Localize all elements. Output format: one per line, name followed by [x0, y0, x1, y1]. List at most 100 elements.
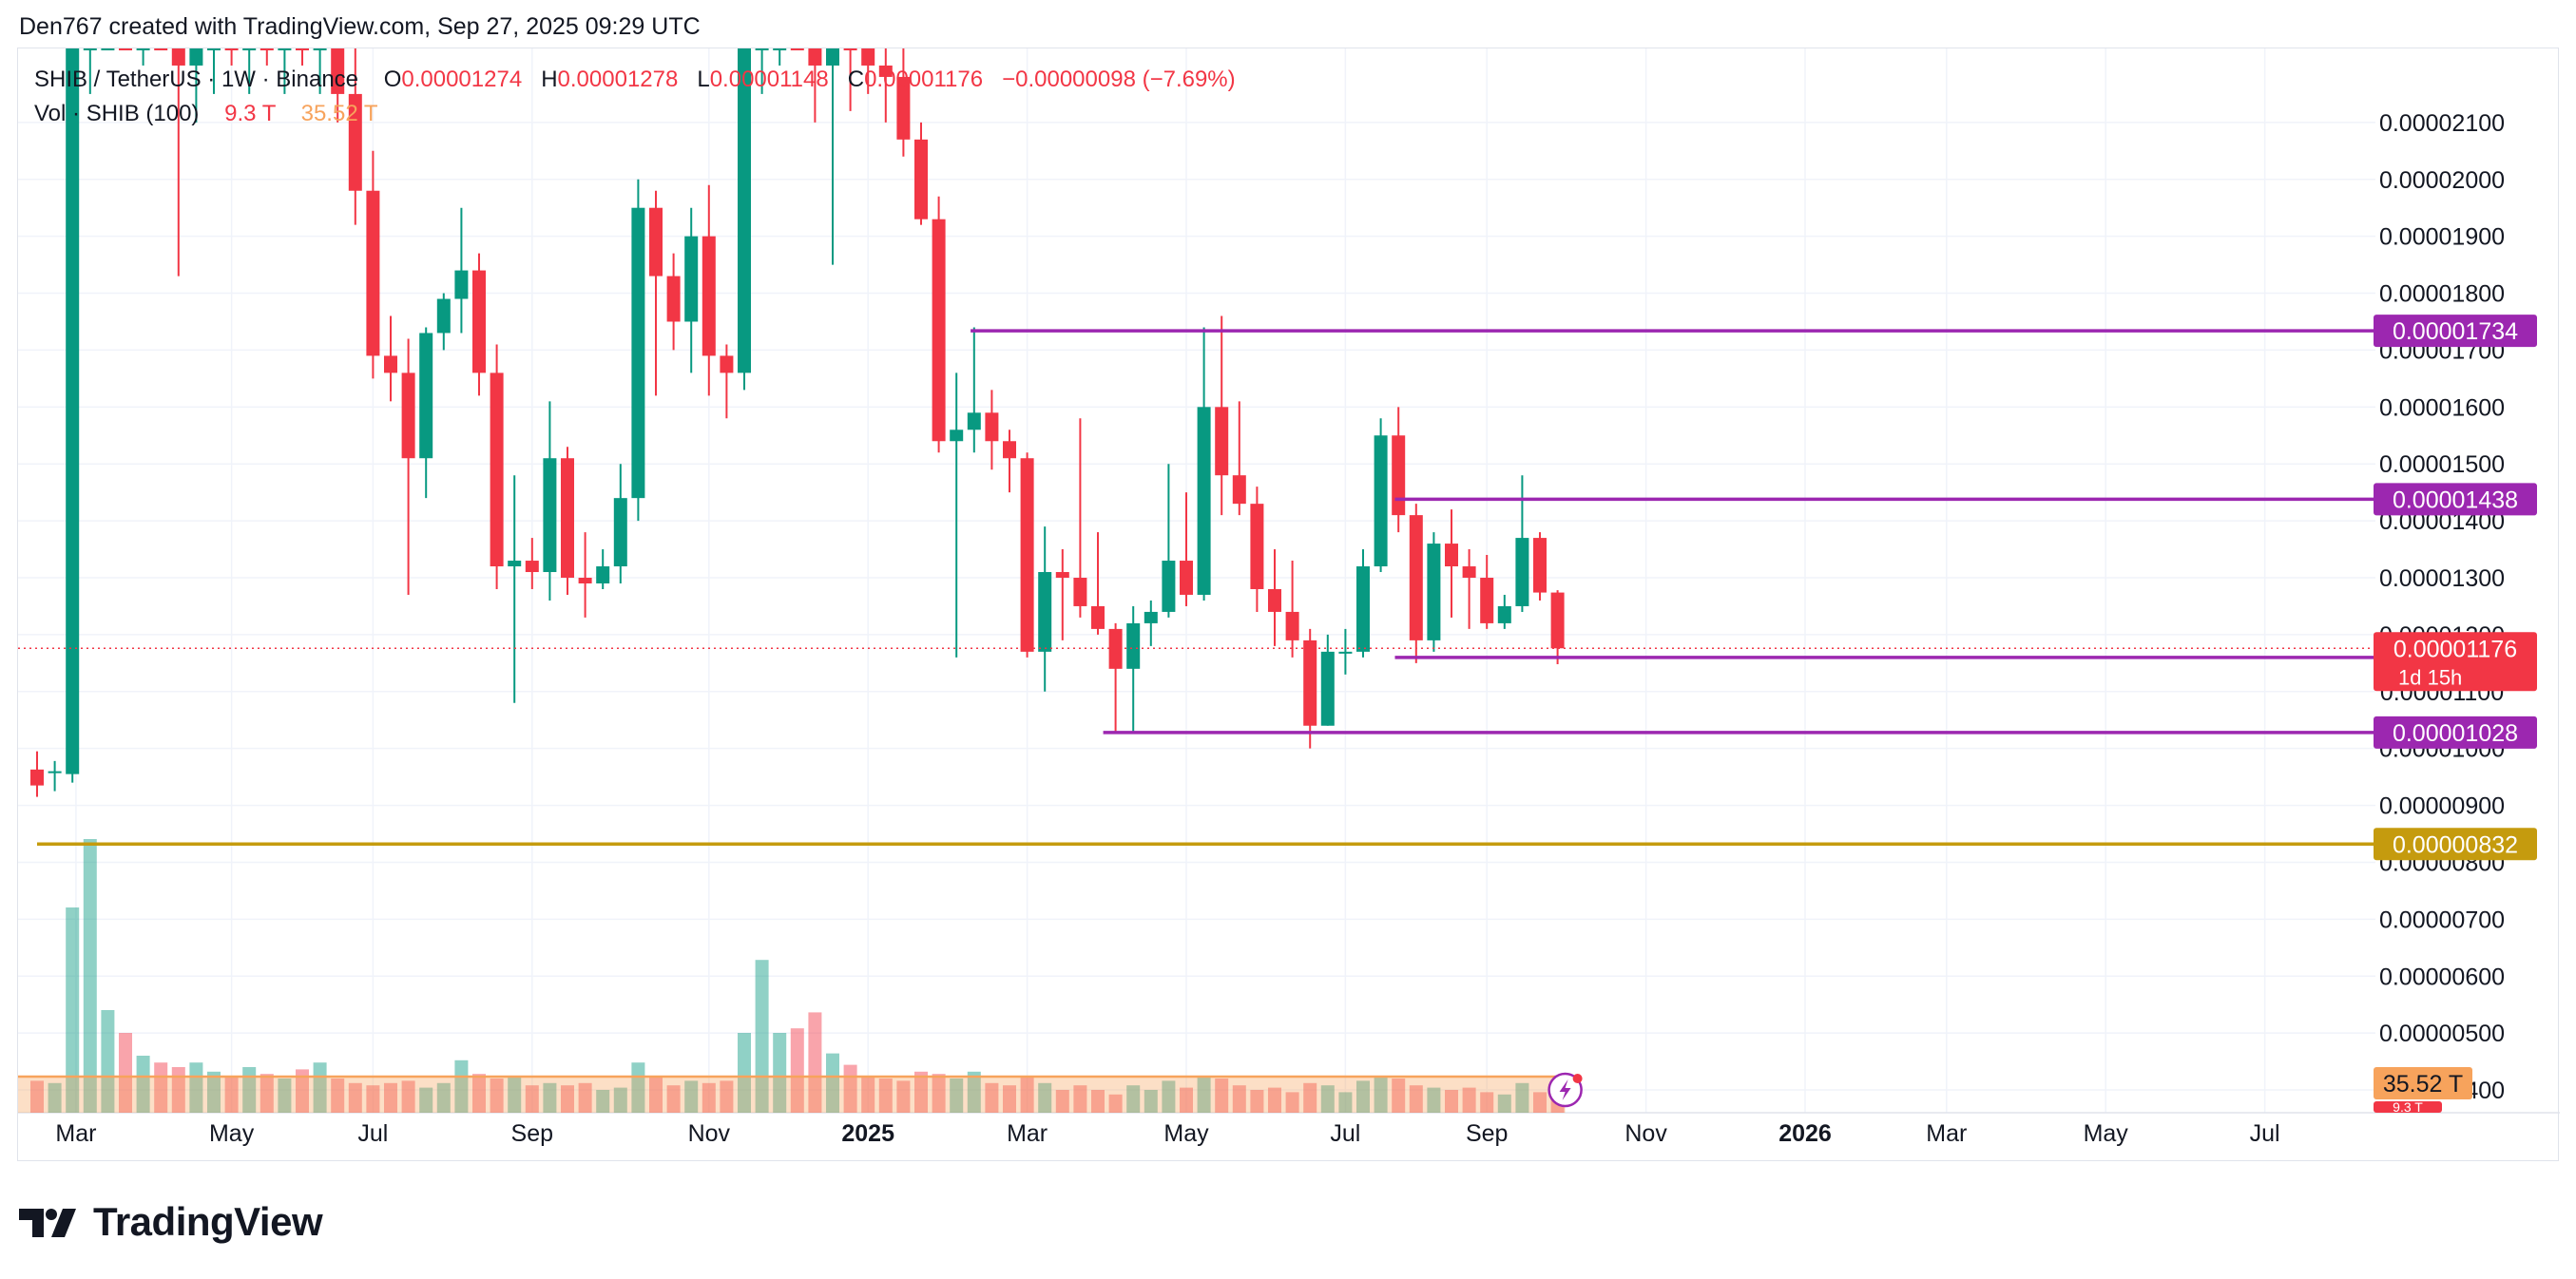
- volume-ma-badge: 35.52 T: [2374, 1067, 2472, 1099]
- high-label: H: [541, 67, 558, 92]
- candle-body: [136, 48, 150, 50]
- candle: [1215, 315, 1229, 516]
- volume-bar: [83, 839, 97, 1113]
- candle-body: [419, 333, 433, 459]
- candle: [1285, 561, 1299, 658]
- time-tick: May: [1163, 1120, 1209, 1147]
- candle: [1020, 452, 1034, 658]
- candle-body: [313, 48, 327, 50]
- price-tick: 0.00001300: [2379, 565, 2505, 592]
- candle: [808, 48, 822, 123]
- volume-bar: [985, 1082, 999, 1113]
- time-tick: Mar: [55, 1120, 96, 1147]
- volume-bar: [967, 1071, 981, 1113]
- candle-body: [755, 48, 769, 50]
- volume-bar: [684, 1080, 699, 1113]
- candle-body: [649, 207, 663, 277]
- candle: [826, 48, 839, 265]
- volume-bar: [1480, 1092, 1494, 1113]
- candle: [543, 401, 557, 601]
- volume-badge-bg: [2374, 1101, 2442, 1113]
- symbol-label[interactable]: SHIB / TetherUS · 1W · Binance: [34, 67, 359, 92]
- volume-value: 9.3 T: [224, 101, 276, 126]
- volume-bar: [1232, 1085, 1246, 1113]
- horizontal-levels[interactable]: [18, 329, 2375, 847]
- volume-bar: [1215, 1079, 1229, 1113]
- candle-body: [826, 48, 839, 66]
- volume-badge-label: 9.3 T: [2393, 1099, 2423, 1115]
- candle: [1232, 401, 1246, 516]
- tradingview-logo[interactable]: TradingView: [19, 1199, 323, 1245]
- candle-body: [66, 48, 80, 774]
- candle: [738, 48, 751, 391]
- volume-bar: [1091, 1090, 1105, 1113]
- candle: [1250, 487, 1264, 612]
- volume-bar: [1020, 1076, 1034, 1113]
- volume-bar: [30, 1080, 44, 1113]
- candle-body: [1250, 504, 1264, 589]
- candle-body: [101, 48, 115, 50]
- time-tick: Mar: [1007, 1120, 1048, 1147]
- candle-body: [1480, 578, 1494, 623]
- volume-bar: [1126, 1085, 1141, 1113]
- candle-body: [790, 48, 804, 50]
- price-tick: 0.00001800: [2379, 281, 2505, 308]
- price-axis[interactable]: 0.00002100 0.00002000 0.00001900 0.00001800…: [2379, 110, 2505, 1104]
- candle: [1320, 634, 1335, 726]
- candle-body: [1285, 611, 1299, 640]
- candle: [472, 253, 486, 396]
- candle: [171, 48, 185, 277]
- candle-body: [808, 48, 822, 66]
- candle: [30, 751, 44, 797]
- volume-bar: [808, 1012, 822, 1113]
- candle-body: [1073, 578, 1087, 606]
- volume-bar: [1533, 1092, 1547, 1113]
- candle: [260, 48, 274, 66]
- candle-body: [684, 236, 699, 322]
- volume-bar: [224, 1076, 239, 1113]
- candle: [1392, 407, 1406, 533]
- candle: [331, 48, 345, 123]
- volume-bar: [401, 1080, 415, 1113]
- candle-body: [1180, 561, 1193, 595]
- volume-bar: [1445, 1090, 1458, 1113]
- volume-bar: [1108, 1094, 1123, 1113]
- candle: [1003, 430, 1016, 493]
- current-price-badge: 0.00001176 1d 15h: [2374, 632, 2537, 692]
- volume-bar: [1180, 1087, 1193, 1113]
- candle: [83, 48, 97, 94]
- candle-body: [260, 48, 274, 50]
- time-tick: Mar: [1926, 1120, 1967, 1147]
- candle: [596, 549, 610, 589]
- chart-credit: Den767 created with TradingView.com, Sep…: [19, 13, 701, 40]
- high-value: 0.00001278: [557, 67, 679, 92]
- candle: [1356, 549, 1370, 658]
- candle: [525, 538, 539, 589]
- volume-indicator-label[interactable]: Vol · SHIB (100): [34, 101, 200, 126]
- chart-frame[interactable]: 0.00002100 0.00002000 0.00001900 0.00001800…: [17, 48, 2560, 1162]
- time-axis[interactable]: Mar May Jul Sep Nov 2025 Mar May Jul Sep Nov 2026 Ma…: [55, 1120, 2279, 1147]
- candle-body: [561, 458, 574, 579]
- candle: [1180, 492, 1193, 606]
- volume-bar: [561, 1085, 574, 1113]
- level-badge-label: 0.00001028: [2393, 720, 2518, 747]
- candle-body: [454, 270, 469, 299]
- candle: [1144, 600, 1158, 646]
- candle-body: [1497, 605, 1511, 623]
- volume-bar: [1268, 1087, 1281, 1113]
- candle-body: [472, 270, 486, 373]
- candle-body: [436, 298, 451, 334]
- candle: [1108, 622, 1123, 732]
- volume-bar: [1073, 1085, 1087, 1113]
- close-value: 0.00001176: [864, 67, 984, 92]
- volume-bar: [331, 1079, 345, 1113]
- volume-legend: Vol · SHIB (100) 9.3 T 35.52 T: [34, 101, 378, 127]
- candle-body: [525, 561, 539, 573]
- volume-bar: [878, 1079, 893, 1113]
- price-chart[interactable]: 0.00002100 0.00002000 0.00001900 0.00001800…: [18, 48, 2560, 1162]
- volume-bar: [1303, 1082, 1317, 1113]
- candle-body: [1356, 566, 1370, 652]
- low-value: 0.00001148: [709, 67, 829, 92]
- candle-body: [508, 561, 522, 567]
- candle-body: [384, 355, 397, 373]
